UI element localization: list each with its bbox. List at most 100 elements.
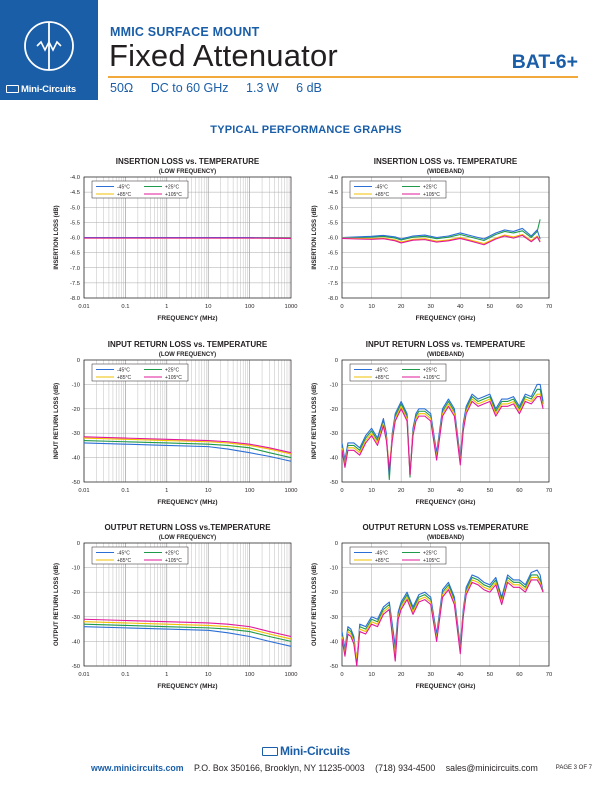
series-line-4 [341,234,541,246]
x-tick-label: 0.1 [121,672,129,678]
x-tick-label: 30 [427,304,433,310]
chart-orl-low: OUTPUT RETURN LOSS vs.TEMPERATURE (LOW FR… [54,523,297,690]
x-tick-label: 30 [427,488,433,494]
chart-legend: -45°C +25°C +85°C +105°C [349,363,447,382]
y-tick-label: -10 [330,566,338,572]
chart-subtitle: (LOW FREQUENCY) [159,535,216,541]
y-tick-label: -7.5 [70,281,80,287]
y-tick-label: -6.0 [328,236,338,242]
legend-label: +85°C [375,192,389,198]
series-line-1 [341,227,541,240]
series-line-2 [342,219,541,242]
x-tick-label: 10 [368,488,374,494]
x-tick-label: 0.01 [78,672,89,678]
x-axis-label: FREQUENCY (MHz) [157,499,217,506]
legend-label: -45°C [117,550,130,556]
footer-email[interactable]: sales@minicircuits.com [445,763,538,773]
legend-label: -45°C [117,367,130,373]
chart-legend: -45°C +25°C +85°C +105°C [349,546,447,565]
y-tick-label: -40 [72,639,80,645]
chart-subtitle: (WIDEBAND) [427,535,464,541]
chart-il-wide: INSERTION LOSS vs. TEMPERATURE (WIDEBAND)… [312,157,552,322]
series-line-1 [341,569,544,662]
x-tick-label: 70 [546,672,552,678]
x-tick-label: 30 [427,672,433,678]
footer-website-link[interactable]: www.minicircuits.com [91,763,184,773]
x-tick-label: 100 [245,304,255,310]
y-tick-label: -40 [330,639,338,645]
y-tick-label: -6.5 [70,251,80,257]
brand-name: Mini-Circuits [6,84,94,95]
x-tick-label: 40 [457,672,463,678]
x-axis-label: FREQUENCY (MHz) [157,315,217,322]
header-divider [108,76,578,78]
x-tick-label: 0.01 [78,304,89,310]
legend-label: +105°C [423,375,440,381]
y-tick-label: -40 [330,456,338,462]
y-tick-label: 0 [77,358,80,364]
series-line-4 [341,396,544,476]
legend-box [91,180,189,199]
y-tick-label: -4.5 [70,190,80,196]
y-tick-label: 0 [77,541,80,547]
legend-box [91,546,189,565]
x-tick-label: 50 [487,304,493,310]
y-tick-label: -50 [72,480,80,486]
y-tick-label: -50 [330,480,338,486]
part-number: BAT-6+ [511,51,578,73]
y-tick-label: -8.0 [70,296,80,302]
legend-label: +85°C [375,375,389,381]
series-line-3 [83,437,292,455]
legend-label: -45°C [375,550,388,556]
spec-attenuation: 6 dB [296,81,322,95]
x-axis-label: FREQUENCY (MHz) [157,683,217,690]
legend-label: +85°C [117,558,131,564]
legend-label: +25°C [423,367,437,373]
series-line-4 [83,436,292,454]
x-tick-label: 1000 [285,304,298,310]
chart-subtitle: (WIDEBAND) [427,169,464,175]
series-line-1 [83,626,292,647]
section-title: TYPICAL PERFORMANCE GRAPHS [210,124,402,136]
page-number: PAGE 3 OF 7 [555,765,592,771]
chart-irl-low: INPUT RETURN LOSS vs. TEMPERATURE (LOW FR… [54,340,297,506]
chart-subtitle: (LOW FREQUENCY) [159,352,216,358]
legend-label: +85°C [117,192,131,198]
y-tick-label: -5.5 [328,220,338,226]
chart-orl-wide: OUTPUT RETURN LOSS vs.TEMPERATURE (WIDEBA… [312,523,552,690]
chart-il-low: INSERTION LOSS vs. TEMPERATURE (LOW FREQU… [54,157,297,322]
y-tick-label: -40 [72,456,80,462]
x-tick-label: 50 [487,488,493,494]
y-tick-label: -10 [330,382,338,388]
chart-title: INPUT RETURN LOSS vs. TEMPERATURE [108,340,268,349]
y-tick-label: -4.0 [70,175,80,181]
x-tick-label: 60 [516,304,522,310]
attenuator-symbol-icon [24,21,74,71]
footer-contact: www.minicircuits.com P.O. Box 350166, Br… [91,763,538,773]
chart-title: INSERTION LOSS vs. TEMPERATURE [116,157,260,166]
y-tick-label: -30 [72,615,80,621]
legend-label: +25°C [423,550,437,556]
chart-legend: -45°C +25°C +85°C +105°C [91,363,189,382]
series-line-2 [83,623,292,642]
legend-label: +25°C [165,550,179,556]
legend-label: +105°C [165,558,182,564]
y-axis-label: INSERTION LOSS (dB) [54,205,60,269]
y-tick-label: -10 [72,382,80,388]
legend-label: +105°C [423,192,440,198]
chart-irl-wide: INPUT RETURN LOSS vs. TEMPERATURE (WIDEBA… [312,340,552,506]
spec-frequency-range: DC to 60 GHz [150,81,229,95]
x-tick-label: 100 [245,672,255,678]
y-axis-label: OUTPUT RETURN LOSS (dB) [312,563,318,646]
y-tick-label: -20 [72,590,80,596]
x-tick-label: 1000 [285,488,298,494]
legend-label: +25°C [165,367,179,373]
x-tick-label: 0.01 [78,488,89,494]
series-line-1 [83,442,292,462]
plot-frame [83,359,292,483]
footer-address: P.O. Box 350166, Brooklyn, NY 11235-0003 [194,763,365,773]
chart-subtitle: (WIDEBAND) [427,352,464,358]
x-tick-label: 10 [205,304,211,310]
legend-label: +25°C [165,184,179,190]
x-tick-label: 20 [398,672,404,678]
